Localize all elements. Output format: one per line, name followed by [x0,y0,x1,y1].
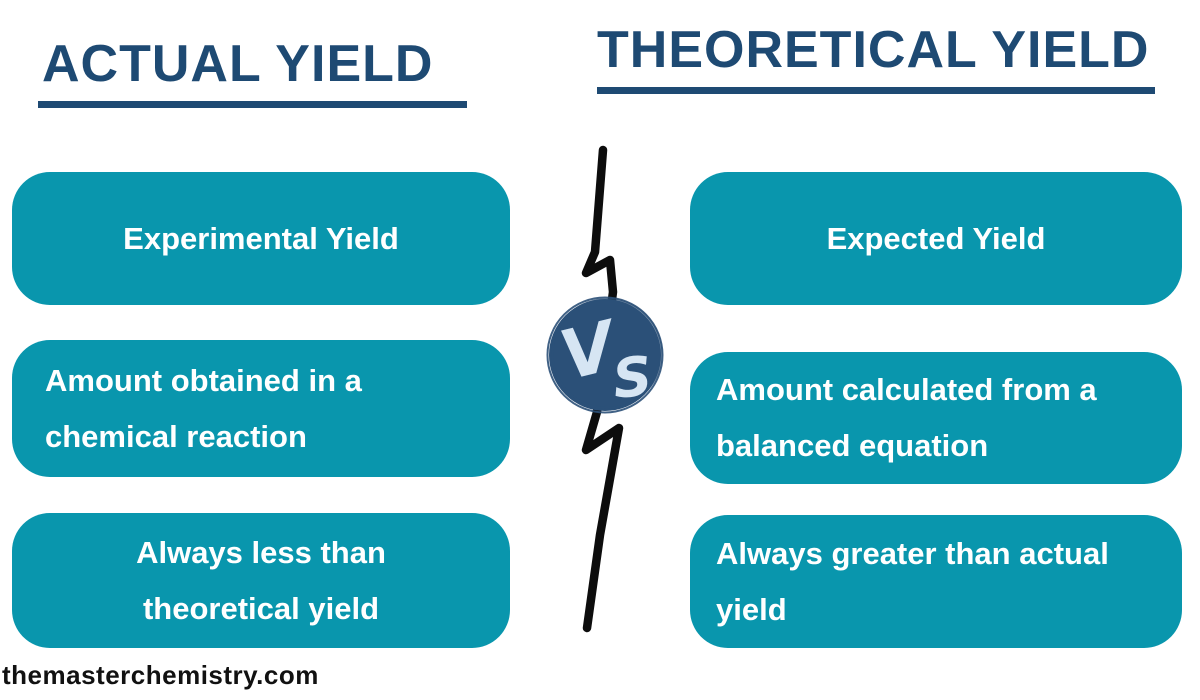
theoretical-yield-heading: THEORETICAL YIELD [597,20,1156,94]
vs-divider-graphic: V S [546,145,664,633]
box-text-line: Experimental Yield [123,220,399,256]
vs-badge-ring-icon [546,296,664,414]
vs-letter-s: S [610,344,655,411]
box-text-line: Amount obtained in a [45,362,362,398]
theoretical-yield-box-amount: Amount calculated from a balanced equati… [690,352,1182,484]
box-text-line: chemical reaction [45,418,307,454]
vs-badge-circle [549,299,661,411]
box-text-line: yield [716,591,787,627]
box-text-line: theoretical yield [142,590,380,626]
actual-yield-box-always-less: Always less than theoretical yield [12,513,510,648]
box-text-line: Always greater than actual [716,535,1109,571]
watermark-url: themasterchemistry.com [2,660,319,690]
box-text-line: Always less than [136,534,386,570]
theoretical-yield-box-expected: Expected Yield [690,172,1182,305]
actual-yield-heading: ACTUAL YIELD [38,34,468,108]
theoretical-yield-box-always-greater: Always greater than actual yield [690,515,1182,648]
box-text-line: balanced equation [716,428,989,463]
vs-badge-ring-icon [551,298,663,409]
actual-yield-box-amount: Amount obtained in a chemical reaction [12,340,510,477]
box-text-line: Amount calculated from a [716,372,1097,407]
actual-yield-box-experimental: Experimental Yield [12,172,510,305]
box-text-line: Expected Yield [826,220,1046,256]
